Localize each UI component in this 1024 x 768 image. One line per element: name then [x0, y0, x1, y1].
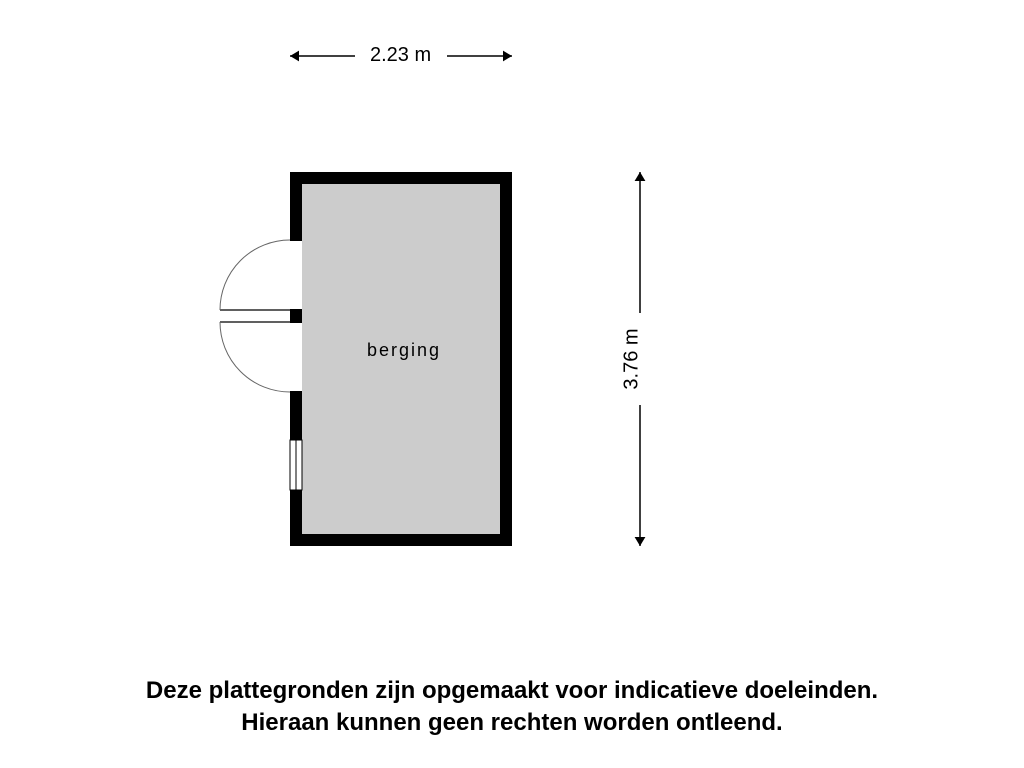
- disclaimer-caption: Deze plattegronden zijn opgemaakt voor i…: [0, 675, 1024, 740]
- caption-line-1: Deze plattegronden zijn opgemaakt voor i…: [146, 677, 878, 704]
- dimension-width-label: 2.23 m: [370, 44, 431, 67]
- floorplan-svg: [0, 0, 1024, 768]
- dimension-height-label: 3.76 m: [621, 328, 644, 389]
- room-label: berging: [367, 340, 441, 361]
- caption-line-2: Hieraan kunnen geen rechten worden ontle…: [241, 709, 782, 736]
- floorplan-canvas: berging 2.23 m 3.76 m Deze plattegronden…: [0, 0, 1024, 768]
